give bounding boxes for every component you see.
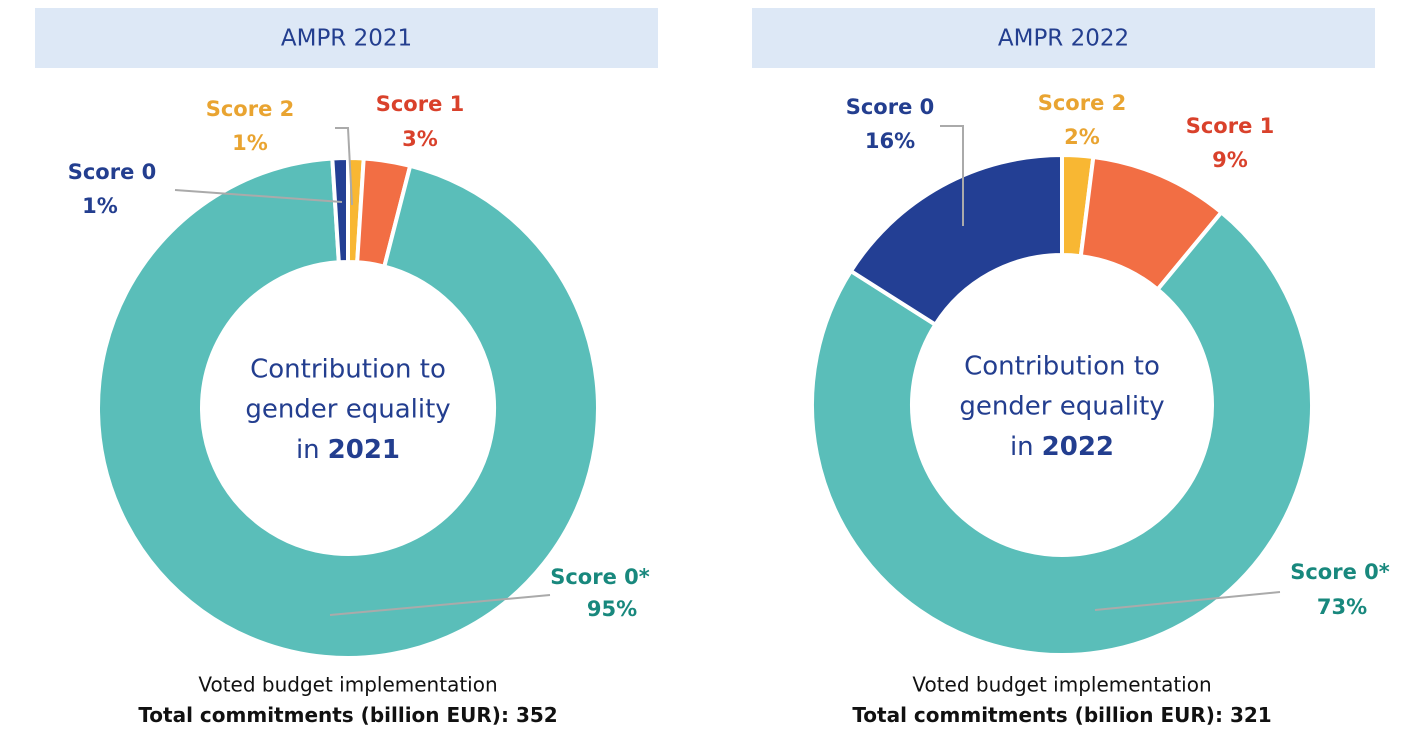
- slice-value: 2%: [1064, 125, 1100, 149]
- donut-slice: [330, 155, 350, 265]
- center-text: gender equality: [959, 392, 1164, 422]
- slice-label: Score 1: [376, 92, 465, 116]
- footer-text: Voted budget implementation: [912, 673, 1211, 697]
- slice-value: 73%: [1317, 595, 1367, 619]
- center-text: in 2022: [1010, 432, 1114, 462]
- slice-label: Score 2: [206, 97, 295, 121]
- donut-slice: [96, 156, 600, 660]
- slice-label: Score 0: [846, 95, 935, 119]
- donut-chart: AMPR 2022 Score 2 2% Score 1 9% Score 0* 73% Sc…: [752, 8, 1390, 727]
- chart-title: AMPR 2022: [998, 26, 1129, 52]
- slice-value: 3%: [402, 127, 438, 151]
- center-text: in 2021: [296, 435, 400, 465]
- center-text: Contribution to: [964, 352, 1160, 382]
- slice-label: Score 0*: [1290, 560, 1390, 584]
- slice-value: 1%: [232, 131, 268, 155]
- footer-total: Total commitments (billion EUR): 352: [138, 703, 557, 727]
- donut-chart: AMPR 2021 Score 2 1% Score 1 3% Score 0* 95% Sc…: [35, 8, 658, 727]
- leader-line: [940, 125, 964, 226]
- slice-label: Score 0: [68, 160, 157, 184]
- center-year: 2021: [328, 435, 400, 465]
- slice-value: 9%: [1212, 148, 1248, 172]
- donut-slice: [810, 209, 1314, 657]
- total-value: 321: [1230, 703, 1272, 727]
- total-value: 352: [516, 703, 558, 727]
- slice-value: 95%: [587, 597, 637, 621]
- title-bar: [35, 8, 658, 68]
- leader-line: [1094, 591, 1281, 611]
- center-prefix: in: [296, 435, 320, 465]
- center-year: 2022: [1042, 432, 1114, 462]
- total-label: Total commitments (billion EUR):: [852, 703, 1223, 727]
- leader-line: [335, 127, 353, 206]
- total-label: Total commitments (billion EUR):: [138, 703, 509, 727]
- leader-line: [329, 594, 551, 616]
- title-bar: [752, 8, 1375, 68]
- center-text: Contribution to: [250, 355, 446, 385]
- slice-label: Score 0*: [550, 565, 650, 589]
- donut-slice: [848, 152, 1064, 328]
- center-prefix: in: [1010, 432, 1034, 462]
- chart-title: AMPR 2021: [281, 26, 412, 52]
- slice-label: Score 1: [1186, 114, 1275, 138]
- center-text: gender equality: [245, 395, 450, 425]
- slice-label: Score 2: [1038, 91, 1127, 115]
- slice-value: 1%: [82, 194, 118, 218]
- slice-value: 16%: [865, 129, 915, 153]
- footer-total: Total commitments (billion EUR): 321: [852, 703, 1271, 727]
- leader-line: [174, 189, 343, 203]
- footer-text: Voted budget implementation: [198, 673, 497, 697]
